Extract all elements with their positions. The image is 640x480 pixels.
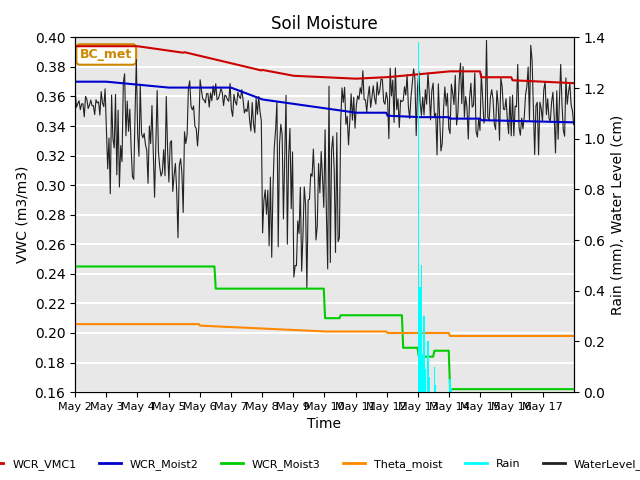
Theta_moist <box>570 333 577 339</box>
WCR_VMC1 <box>328 75 335 81</box>
WCR_VMC1 <box>566 80 573 86</box>
WCR_Moist2 <box>104 79 111 84</box>
Bar <box>425 369 426 392</box>
WCR_VMC1 <box>427 70 435 76</box>
Line: WCR_Moist2: WCR_Moist2 <box>75 82 573 122</box>
WCR_Moist3 <box>446 386 454 392</box>
Title: Soil Moisture: Soil Moisture <box>271 15 378 33</box>
WCR_Moist2 <box>566 120 573 125</box>
Bar <box>422 354 423 392</box>
WCR_Moist3 <box>427 354 435 360</box>
WCR_Moist3 <box>502 386 510 392</box>
Bar <box>424 316 425 392</box>
WCR_Moist2 <box>427 114 435 120</box>
Theta_moist <box>328 329 335 335</box>
WaterLevel_cm <box>303 286 310 291</box>
WaterLevel_cm <box>104 166 111 172</box>
WCR_Moist3 <box>104 264 111 269</box>
WaterLevel_cm <box>71 88 79 94</box>
Theta_moist <box>567 333 575 339</box>
WCR_Moist3 <box>570 386 577 392</box>
Line: WCR_Moist3: WCR_Moist3 <box>75 266 573 389</box>
Bar <box>428 341 429 392</box>
WCR_Moist2 <box>328 107 335 112</box>
Legend: WCR_VMC1, WCR_Moist2, WCR_Moist3, Theta_moist, Rain, WaterLevel_cm: WCR_VMC1, WCR_Moist2, WCR_Moist3, Theta_… <box>0 455 640 474</box>
WaterLevel_cm <box>568 108 576 114</box>
WCR_Moist3 <box>328 315 335 321</box>
Theta_moist <box>71 321 79 327</box>
WCR_Moist3 <box>567 386 575 392</box>
Line: WaterLevel_cm: WaterLevel_cm <box>75 40 573 288</box>
WCR_Moist2 <box>71 79 79 84</box>
Bar <box>449 380 451 392</box>
Theta_moist <box>88 321 96 327</box>
Y-axis label: Rain (mm), Water Level (cm): Rain (mm), Water Level (cm) <box>611 115 625 315</box>
Bar <box>420 265 422 392</box>
WaterLevel_cm <box>88 103 96 108</box>
WCR_VMC1 <box>71 43 79 49</box>
Bar <box>434 367 435 392</box>
Y-axis label: VWC (m3/m3): VWC (m3/m3) <box>15 166 29 264</box>
WaterLevel_cm <box>570 122 577 128</box>
Theta_moist <box>104 321 111 327</box>
Bar <box>418 42 419 392</box>
Bar <box>429 377 430 392</box>
Line: WCR_VMC1: WCR_VMC1 <box>75 46 573 83</box>
Text: BC_met: BC_met <box>80 48 132 61</box>
WaterLevel_cm <box>504 116 511 122</box>
WCR_VMC1 <box>570 80 577 86</box>
WaterLevel_cm <box>428 87 436 93</box>
Theta_moist <box>446 333 454 339</box>
WCR_Moist3 <box>71 264 79 269</box>
Theta_moist <box>502 333 510 339</box>
Bar <box>435 384 436 392</box>
WCR_Moist2 <box>570 120 577 125</box>
Theta_moist <box>427 330 435 336</box>
WaterLevel_cm <box>483 37 490 43</box>
WCR_VMC1 <box>104 43 111 49</box>
WCR_Moist3 <box>88 264 96 269</box>
Bar <box>419 287 420 392</box>
X-axis label: Time: Time <box>307 418 341 432</box>
WCR_Moist2 <box>501 118 509 123</box>
WCR_VMC1 <box>501 74 509 80</box>
Bar <box>451 388 452 392</box>
WCR_VMC1 <box>88 43 96 49</box>
WCR_Moist2 <box>88 79 96 84</box>
Line: Theta_moist: Theta_moist <box>75 324 573 336</box>
WaterLevel_cm <box>329 133 337 139</box>
